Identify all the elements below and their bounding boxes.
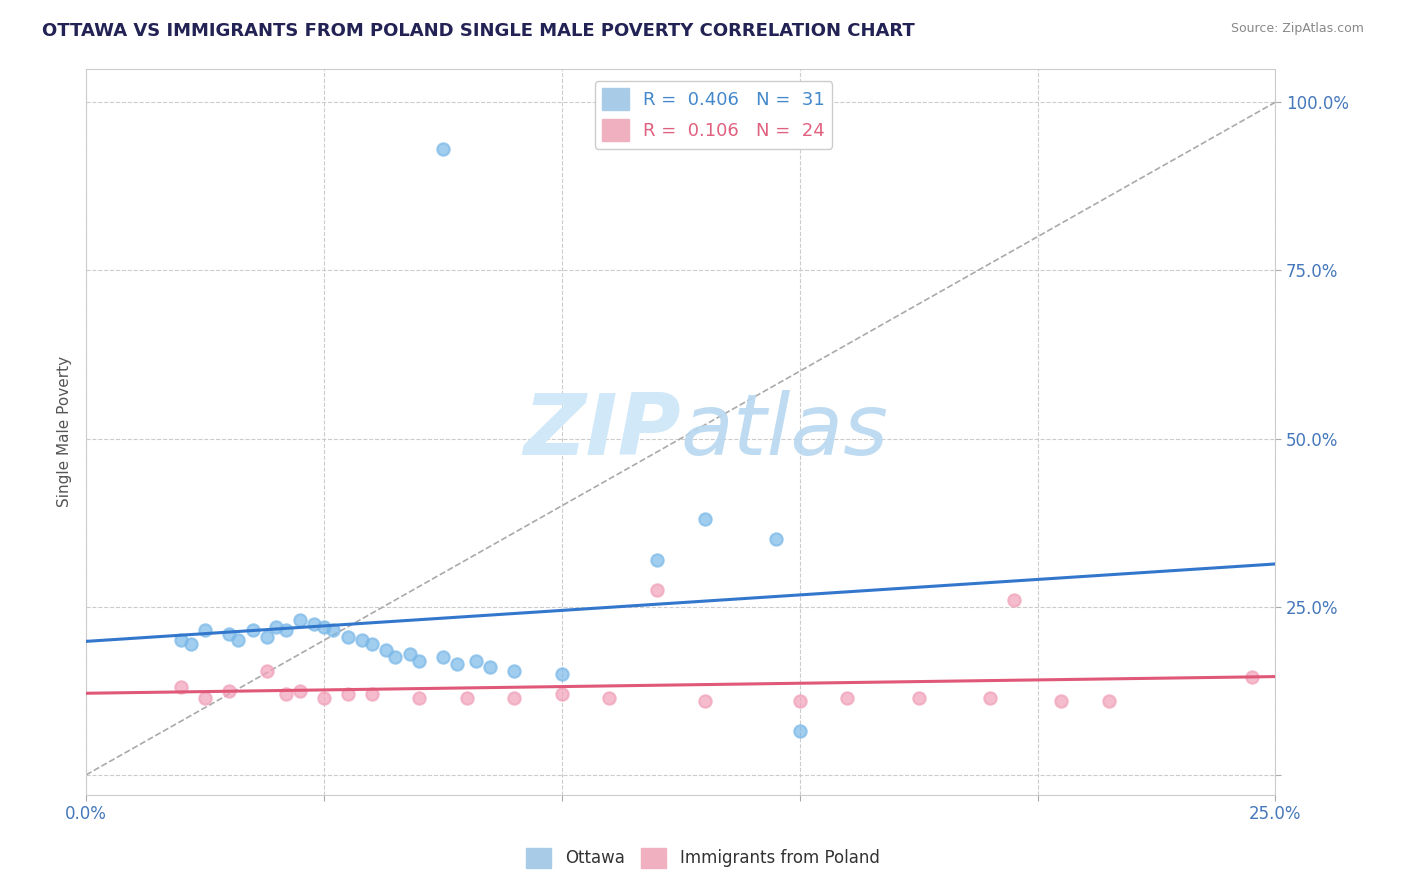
Point	[432, 142, 454, 156]
Point	[304, 616, 326, 631]
Point	[218, 683, 240, 698]
Point	[551, 687, 574, 701]
Point	[256, 630, 278, 644]
Point	[503, 664, 526, 678]
Point	[693, 512, 716, 526]
Point	[503, 690, 526, 705]
Point	[384, 650, 406, 665]
Point	[312, 690, 335, 705]
Point	[266, 620, 288, 634]
Point	[551, 667, 574, 681]
Point	[979, 690, 1001, 705]
Point	[226, 633, 249, 648]
Text: OTTAWA VS IMMIGRANTS FROM POLAND SINGLE MALE POVERTY CORRELATION CHART: OTTAWA VS IMMIGRANTS FROM POLAND SINGLE …	[42, 22, 915, 40]
Point	[465, 653, 488, 667]
Point	[274, 624, 297, 638]
Point	[242, 624, 264, 638]
Point	[408, 653, 430, 667]
Point	[194, 690, 217, 705]
Text: atlas: atlas	[681, 391, 889, 474]
Point	[360, 687, 382, 701]
Point	[180, 637, 202, 651]
Point	[170, 681, 193, 695]
Point	[1050, 694, 1073, 708]
Point	[408, 690, 430, 705]
Point	[288, 613, 311, 627]
Point	[645, 582, 668, 597]
Point	[288, 683, 311, 698]
Point	[789, 724, 811, 739]
Point	[274, 687, 297, 701]
Point	[350, 633, 373, 648]
Text: ZIP: ZIP	[523, 391, 681, 474]
Point	[194, 624, 217, 638]
Legend: R =  0.406   N =  31, R =  0.106   N =  24: R = 0.406 N = 31, R = 0.106 N = 24	[595, 81, 832, 149]
Point	[598, 690, 620, 705]
Legend: Ottawa, Immigrants from Poland: Ottawa, Immigrants from Poland	[520, 841, 886, 875]
Point	[907, 690, 929, 705]
Point	[374, 643, 396, 657]
Point	[645, 552, 668, 566]
Point	[360, 637, 382, 651]
Point	[336, 630, 359, 644]
Point	[837, 690, 859, 705]
Point	[765, 533, 787, 547]
Point	[322, 624, 344, 638]
Y-axis label: Single Male Poverty: Single Male Poverty	[58, 356, 72, 508]
Point	[312, 620, 335, 634]
Point	[789, 694, 811, 708]
Point	[1240, 670, 1263, 684]
Point	[446, 657, 468, 671]
Point	[398, 647, 420, 661]
Point	[693, 694, 716, 708]
Point	[432, 650, 454, 665]
Point	[336, 687, 359, 701]
Point	[170, 633, 193, 648]
Point	[256, 664, 278, 678]
Point	[1098, 694, 1121, 708]
Text: Source: ZipAtlas.com: Source: ZipAtlas.com	[1230, 22, 1364, 36]
Point	[218, 626, 240, 640]
Point	[456, 690, 478, 705]
Point	[479, 660, 502, 674]
Point	[1002, 593, 1025, 607]
